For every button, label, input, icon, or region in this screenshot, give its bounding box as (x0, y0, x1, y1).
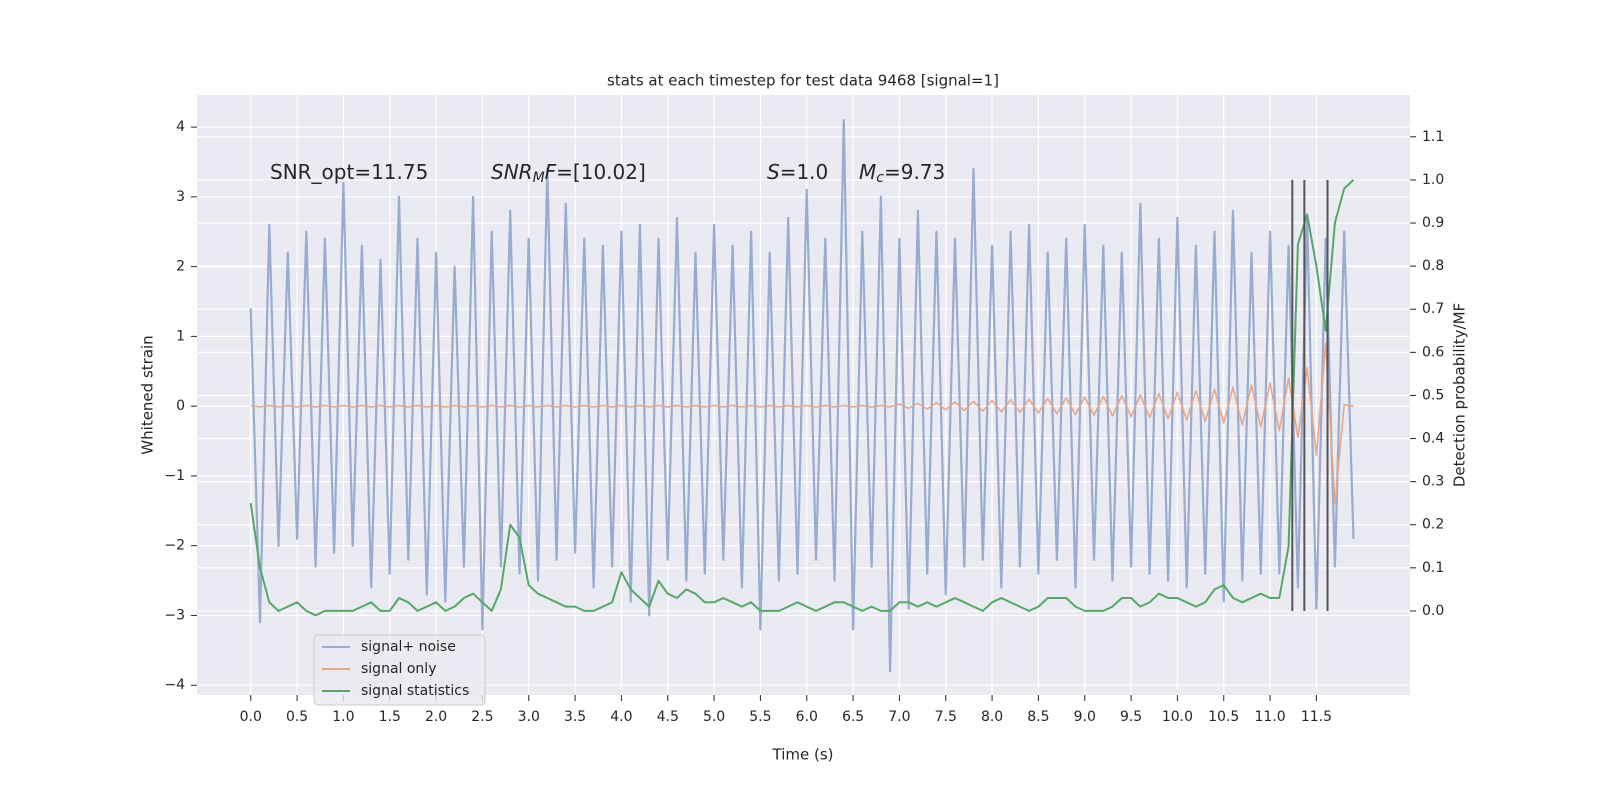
x-axis-label: Time (s) (772, 746, 834, 764)
x-tick-label: 7.5 (935, 709, 957, 725)
y2-tick-label: 1.1 (1422, 129, 1444, 145)
y2-tick-label: 0.1 (1422, 560, 1444, 576)
annotation: S=1.0 (767, 160, 828, 184)
annotation: Mc=9.73 (859, 160, 945, 187)
y2-tick-label: 0.0 (1422, 603, 1444, 619)
series-line (249, 179, 1355, 617)
annotation-part: =[10.02] (556, 160, 646, 184)
annotation-part: c (876, 170, 884, 186)
y2-tick-label: 0.5 (1422, 387, 1444, 403)
y2-tick-label: 0.2 (1422, 517, 1444, 533)
y2-tick-label: 0.3 (1422, 474, 1444, 490)
legend-label: signal statistics (361, 683, 469, 699)
annotation-part: =9.73 (884, 160, 945, 184)
annotation: SNRMF=[10.02] (491, 160, 646, 187)
marks (249, 119, 1355, 673)
series-line (250, 342, 1354, 505)
y-tick-label: −4 (164, 677, 185, 693)
legend-label: signal only (361, 661, 436, 677)
x-tick-label: 2.5 (471, 709, 493, 725)
labels: 0.0 0.5 1.0 1.5 2.0 2.5 3.0 3.5 4.0 4.5 5.0 5.5 6.0 6… (164, 119, 1444, 725)
x-tick-label: 0.5 (286, 709, 308, 725)
x-tick-label: 11.5 (1301, 709, 1332, 725)
annotation-part: M (859, 160, 876, 184)
x-tick-label: 8.0 (981, 709, 1003, 725)
x-tick-label: 6.5 (842, 709, 864, 725)
x-tick-label: 5.5 (749, 709, 771, 725)
legend-label: signal+ noise (361, 639, 456, 655)
x-tick-label: 6.0 (796, 709, 818, 725)
x-tick-label: 11.0 (1254, 709, 1285, 725)
y-tick-label: 3 (176, 189, 185, 205)
y2-axis-label: Detection probability/MF (1451, 303, 1469, 487)
x-tick-label: 8.5 (1027, 709, 1049, 725)
annotation-part: SNR (491, 160, 533, 184)
x-tick-label: 9.5 (1120, 709, 1142, 725)
y-tick-label: 1 (176, 328, 185, 344)
y2-tick-label: 0.6 (1422, 344, 1444, 360)
y-tick-label: −2 (164, 538, 185, 554)
x-tick-label: 4.5 (657, 709, 679, 725)
y-axis-label: Whitened strain (139, 335, 157, 454)
annotation-part: S (767, 160, 780, 184)
y2-tick-label: 0.4 (1422, 431, 1444, 447)
y2-tick-label: 1.0 (1422, 172, 1444, 188)
x-tick-label: 3.0 (518, 709, 540, 725)
x-tick-label: 1.5 (379, 709, 401, 725)
legend-box (313, 634, 486, 706)
y-tick-label: 0 (176, 398, 185, 414)
x-tick-label: 0.0 (240, 709, 262, 725)
y2-tick-label: 0.9 (1422, 215, 1444, 231)
annotation-part: =1.0 (780, 160, 829, 184)
y2-tick-label: 0.7 (1422, 301, 1444, 317)
annotation-part: SNR_opt=11.75 (270, 160, 428, 184)
x-tick-label: 1.0 (332, 709, 354, 725)
x-tick-label: 9.0 (1074, 709, 1096, 725)
x-tick-label: 10.0 (1162, 709, 1193, 725)
series-line (249, 119, 1355, 673)
y-tick-label: −3 (164, 607, 185, 623)
x-tick-label: 10.5 (1208, 709, 1239, 725)
annotation-part: M (533, 170, 545, 186)
x-tick-label: 2.0 (425, 709, 447, 725)
y2-tick-label: 0.8 (1422, 258, 1444, 274)
y-tick-label: 2 (176, 259, 185, 275)
chart-title: stats at each timestep for test data 946… (607, 72, 999, 90)
annotation: SNR_opt=11.75 (270, 160, 428, 184)
y-tick-label: 4 (176, 119, 185, 135)
x-tick-label: 3.5 (564, 709, 586, 725)
x-tick-label: 5.0 (703, 709, 725, 725)
x-tick-label: 4.0 (610, 709, 632, 725)
y-tick-label: −1 (164, 468, 185, 484)
x-tick-label: 7.0 (888, 709, 910, 725)
grid (197, 95, 1410, 695)
annotation-part: F (545, 160, 557, 184)
